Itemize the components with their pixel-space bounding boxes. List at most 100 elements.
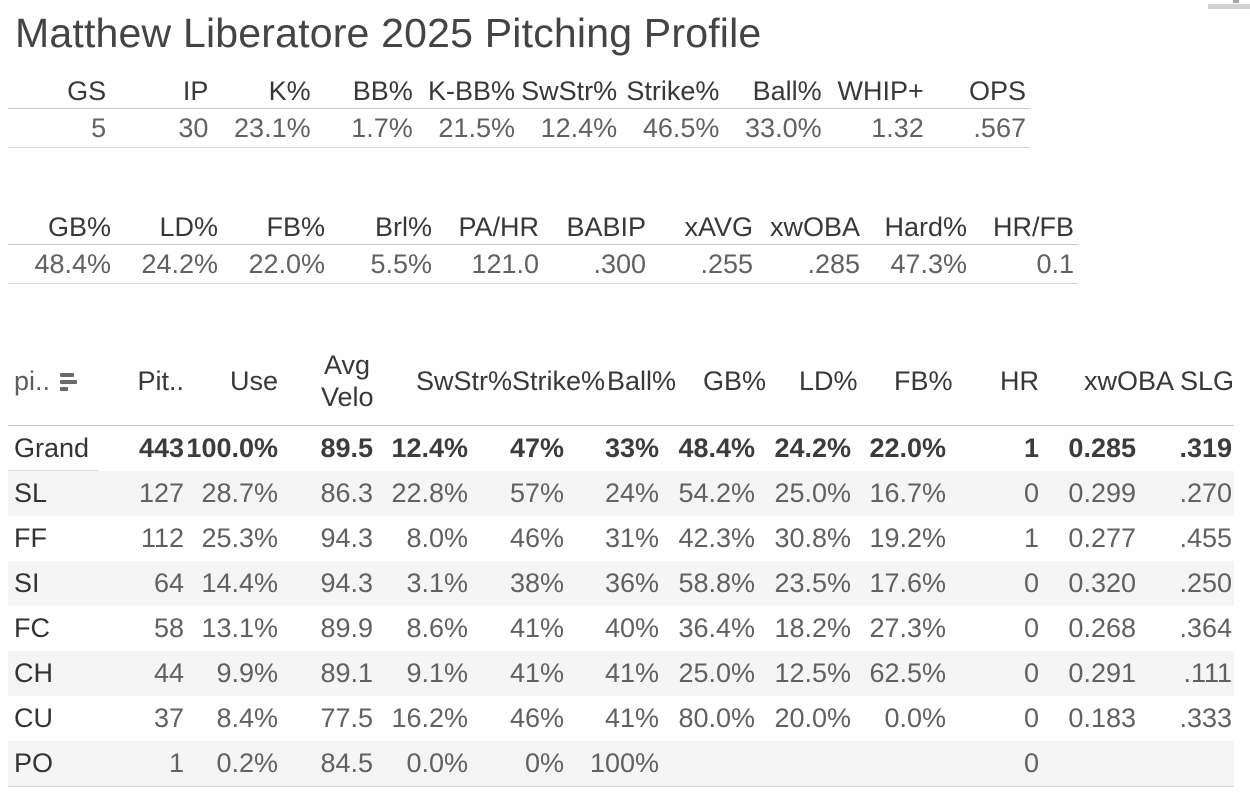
value-cell[interactable]: 42.3%	[678, 523, 755, 553]
column-header[interactable]: Avg Velo	[280, 350, 375, 414]
value-cell[interactable]: 89.5	[320, 433, 373, 463]
value-cell[interactable]: 127	[138, 478, 184, 508]
value-cell[interactable]: 27.3%	[869, 613, 946, 643]
value-cell[interactable]: 48.4%	[34, 248, 111, 279]
value-cell[interactable]: 23.5%	[774, 568, 851, 598]
column-header[interactable]: WHIP+	[837, 75, 924, 106]
value-cell[interactable]: 8.0%	[406, 523, 468, 553]
value-cell[interactable]: 0	[1023, 703, 1039, 733]
value-cell[interactable]: 0.268	[1068, 613, 1136, 643]
column-header[interactable]: Pit..	[98, 366, 186, 398]
column-header[interactable]: xwOBA	[769, 211, 860, 242]
value-cell[interactable]: .319	[1179, 433, 1232, 463]
value-cell[interactable]: 30.8%	[774, 523, 851, 553]
value-cell[interactable]: 0%	[524, 748, 564, 778]
value-cell[interactable]: 0	[1023, 748, 1039, 778]
value-cell[interactable]: 24.2%	[774, 433, 851, 463]
value-cell[interactable]: 57%	[509, 478, 564, 508]
row-label[interactable]: FC	[14, 613, 50, 643]
value-cell[interactable]: 77.5	[320, 703, 373, 733]
value-cell[interactable]: 94.3	[320, 568, 373, 598]
value-cell[interactable]: 22.8%	[391, 478, 468, 508]
row-label[interactable]: CH	[14, 658, 53, 688]
value-cell[interactable]: .255	[700, 248, 753, 279]
value-cell[interactable]: 40%	[604, 613, 659, 643]
value-cell[interactable]: 0.285	[1068, 433, 1136, 463]
value-cell[interactable]: 1.7%	[351, 112, 413, 143]
value-cell[interactable]: 38%	[509, 568, 564, 598]
column-header[interactable]: Brl%	[374, 211, 432, 242]
column-header[interactable]: Hard%	[884, 211, 967, 242]
value-cell[interactable]: 0	[1023, 568, 1039, 598]
value-cell[interactable]: 25.3%	[201, 523, 278, 553]
value-cell[interactable]: 0.183	[1068, 703, 1136, 733]
value-cell[interactable]: 94.3	[320, 523, 373, 553]
value-cell[interactable]: 20.0%	[774, 703, 851, 733]
value-cell[interactable]: 18.2%	[774, 613, 851, 643]
value-cell[interactable]: 112	[140, 523, 184, 553]
value-cell[interactable]	[661, 741, 757, 786]
value-cell[interactable]: 31%	[604, 523, 659, 553]
value-cell[interactable]: 25.0%	[774, 478, 851, 508]
value-cell[interactable]: 80.0%	[678, 703, 755, 733]
value-cell[interactable]: 36.4%	[678, 613, 755, 643]
value-cell[interactable]: 0	[1023, 658, 1039, 688]
column-header[interactable]: xAVG	[684, 211, 753, 242]
value-cell[interactable]: 46%	[509, 703, 564, 733]
value-cell[interactable]: 14.4%	[201, 568, 278, 598]
value-cell[interactable]: 22.0%	[248, 248, 325, 279]
value-cell[interactable]: .300	[593, 248, 646, 279]
value-cell[interactable]: 0.2%	[216, 748, 278, 778]
value-cell[interactable]: 443	[138, 433, 184, 463]
value-cell[interactable]: .111	[1183, 658, 1232, 688]
value-cell[interactable]: 28.7%	[201, 478, 278, 508]
column-header[interactable]: SwStr%	[375, 366, 512, 398]
value-cell[interactable]: .250	[1179, 568, 1232, 598]
value-cell[interactable]: 5.5%	[370, 248, 432, 279]
value-cell[interactable]: 0.277	[1068, 523, 1136, 553]
column-header[interactable]: BABIP	[566, 211, 646, 242]
value-cell[interactable]: 0	[1023, 478, 1039, 508]
column-header[interactable]: FB%	[266, 211, 325, 242]
column-header[interactable]: GB%	[661, 366, 766, 398]
value-cell[interactable]: 25.0%	[678, 658, 755, 688]
pitch-type-column-header[interactable]: pi..	[8, 366, 98, 397]
column-header[interactable]: GS	[67, 75, 107, 106]
row-label[interactable]: Grand ..	[8, 426, 98, 471]
value-cell[interactable]: 16.7%	[869, 478, 946, 508]
value-cell[interactable]: 44	[153, 658, 184, 688]
sort-descending-icon[interactable]	[60, 372, 78, 391]
value-cell[interactable]: 5	[91, 112, 107, 143]
value-cell[interactable]: 89.9	[320, 613, 373, 643]
column-header[interactable]: FB%	[853, 366, 953, 398]
column-header[interactable]: Ball%	[566, 366, 676, 398]
value-cell[interactable]	[1138, 741, 1234, 786]
value-cell[interactable]: 47.3%	[890, 248, 967, 279]
column-header[interactable]: Use	[186, 366, 280, 398]
value-cell[interactable]: .270	[1179, 478, 1232, 508]
value-cell[interactable]: 0.1	[1036, 248, 1074, 279]
value-cell[interactable]: 1	[168, 748, 184, 778]
value-cell[interactable]: 30	[178, 112, 209, 143]
value-cell[interactable]: .567	[973, 112, 1026, 143]
value-cell[interactable]: 0.0%	[884, 703, 946, 733]
row-label[interactable]: FF	[14, 523, 47, 553]
value-cell[interactable]: 19.2%	[869, 523, 946, 553]
value-cell[interactable]: 12.4%	[540, 112, 618, 143]
value-cell[interactable]: .364	[1179, 613, 1232, 643]
value-cell[interactable]: 21.5%	[438, 112, 515, 143]
column-header[interactable]: LD%	[159, 211, 218, 242]
row-label[interactable]: PO	[14, 748, 54, 778]
value-cell[interactable]: 89.1	[320, 658, 373, 688]
value-cell[interactable]: 100%	[589, 748, 659, 778]
value-cell[interactable]: 12.5%	[774, 658, 851, 688]
value-cell[interactable]: 41%	[604, 658, 659, 688]
column-header[interactable]: OPS	[968, 75, 1026, 106]
value-cell[interactable]: 8.4%	[216, 703, 278, 733]
value-cell[interactable]: 24.2%	[141, 248, 218, 279]
value-cell[interactable]: 58	[153, 613, 184, 643]
value-cell[interactable]: 46%	[509, 523, 564, 553]
row-label[interactable]: CU	[14, 703, 53, 733]
value-cell[interactable]: 84.5	[320, 748, 373, 778]
value-cell[interactable]: 62.5%	[869, 658, 946, 688]
